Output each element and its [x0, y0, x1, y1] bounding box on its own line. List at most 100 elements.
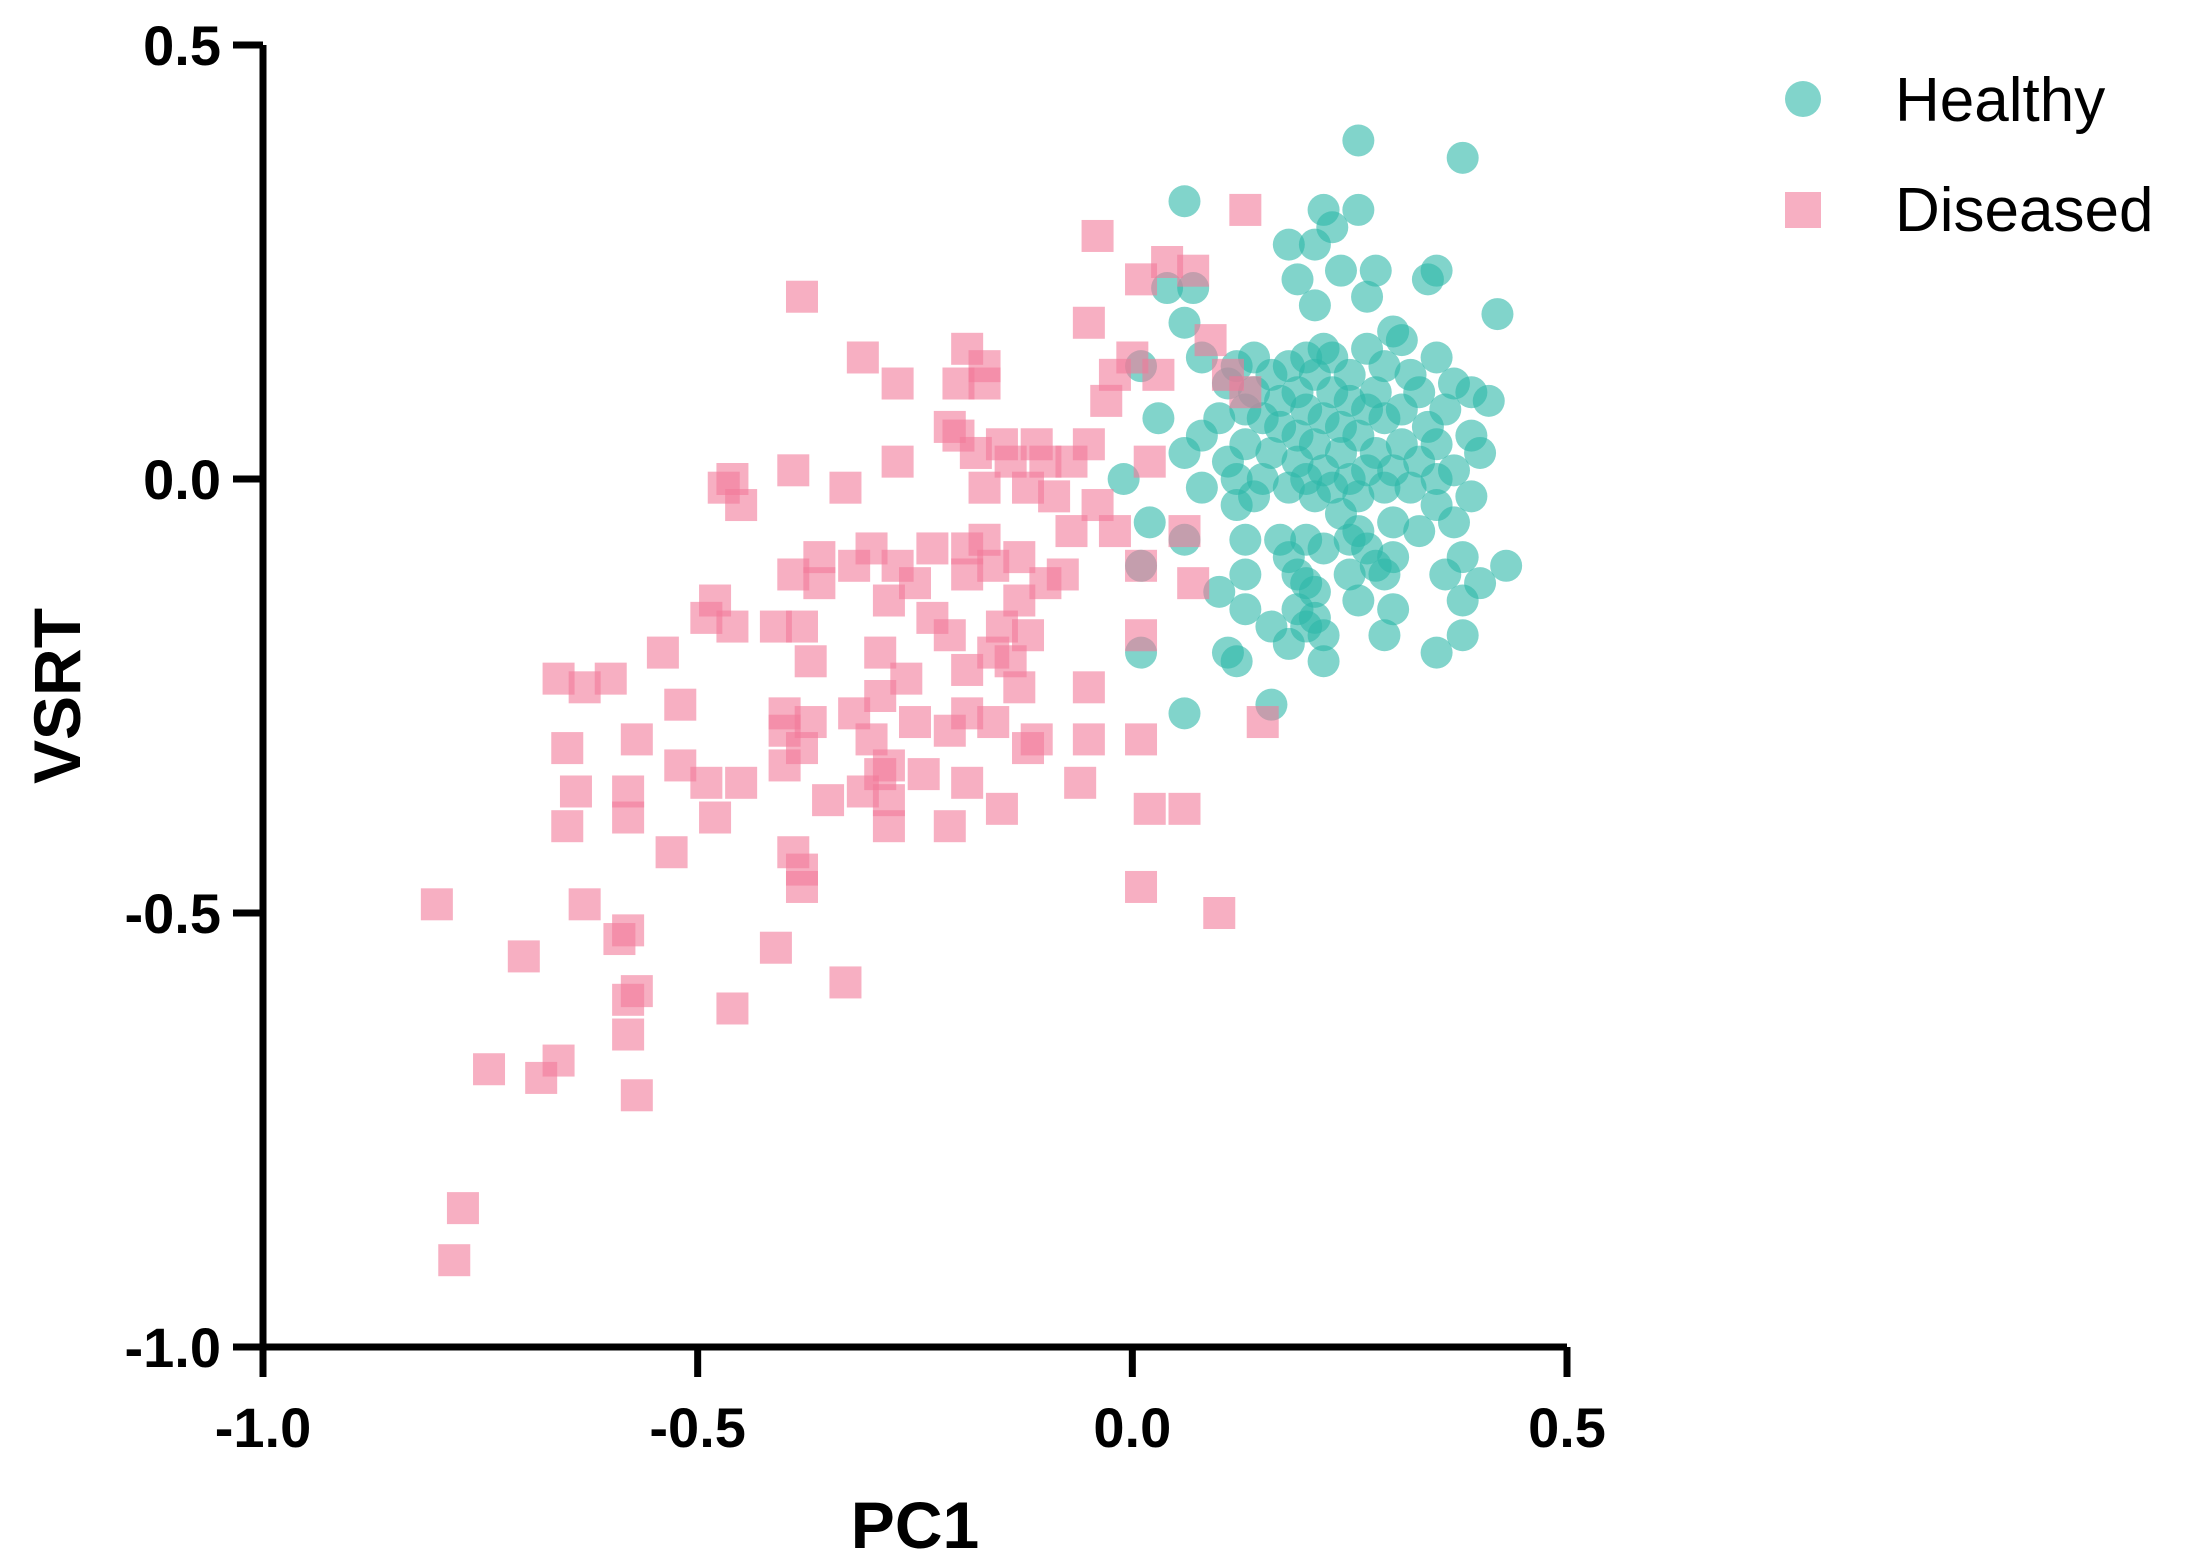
diseased-point — [603, 923, 636, 956]
diseased-point — [1177, 567, 1210, 600]
healthy-point — [1377, 593, 1410, 626]
healthy-point — [1351, 280, 1384, 313]
y-tick-label: 0.0 — [143, 448, 221, 511]
healthy-point — [1437, 506, 1470, 539]
diseased-point — [1055, 515, 1088, 548]
diseased-point — [559, 775, 592, 808]
diseased-point — [829, 471, 862, 504]
diseased-point — [1246, 706, 1279, 739]
diseased-point — [812, 784, 845, 817]
healthy-point — [1133, 506, 1166, 539]
healthy-point — [1255, 436, 1288, 469]
diseased-point — [1133, 445, 1166, 478]
diseased-point — [1125, 870, 1158, 903]
healthy-point — [1333, 558, 1366, 591]
series-healthy — [1107, 124, 1523, 730]
diseased-point — [725, 489, 758, 522]
healthy-point — [1342, 584, 1375, 617]
legend-diseased-label: Diseased — [1895, 176, 2153, 245]
diseased-point — [785, 280, 818, 313]
legend: Healthy Diseased — [1785, 66, 2153, 245]
diseased-point — [1142, 358, 1175, 391]
diseased-point — [829, 966, 862, 999]
diseased-point — [664, 688, 697, 721]
diseased-point — [794, 645, 827, 678]
diseased-point — [1055, 445, 1088, 478]
diseased-point — [1168, 515, 1201, 548]
healthy-point — [1168, 185, 1201, 218]
diseased-point — [690, 766, 723, 799]
healthy-point — [1403, 515, 1436, 548]
healthy-point — [1411, 263, 1444, 296]
y-tick-label: 0.5 — [143, 14, 221, 77]
diseased-point — [699, 801, 732, 834]
healthy-point — [1481, 298, 1514, 331]
diseased-point — [1072, 306, 1105, 339]
diseased-point — [1081, 219, 1114, 252]
healthy-point — [1220, 489, 1253, 522]
healthy-point — [1342, 193, 1375, 226]
diseased-point — [907, 758, 940, 791]
healthy-point — [1324, 254, 1357, 287]
healthy-point — [1307, 645, 1340, 678]
diseased-point — [646, 636, 679, 669]
diseased-point — [473, 1053, 506, 1086]
diseased-point — [951, 766, 984, 799]
healthy-point — [1307, 532, 1340, 565]
diseased-point — [1168, 792, 1201, 825]
diseased-point — [420, 888, 453, 921]
healthy-point — [1464, 436, 1497, 469]
healthy-point — [1168, 306, 1201, 339]
diseased-point — [985, 792, 1018, 825]
healthy-point — [1298, 289, 1331, 322]
healthy-point — [1281, 263, 1314, 296]
diseased-point — [1003, 671, 1036, 704]
diseased-point — [899, 706, 931, 739]
diseased-point — [620, 1079, 653, 1112]
healthy-point — [1455, 480, 1488, 513]
healthy-point — [1368, 471, 1401, 504]
legend-healthy-marker — [1785, 81, 1821, 117]
healthy-point — [1420, 636, 1453, 669]
healthy-point — [1359, 254, 1392, 287]
diseased-point — [1072, 723, 1105, 756]
diseased-point — [968, 367, 1001, 400]
diseased-point — [846, 341, 879, 374]
healthy-point — [1490, 549, 1523, 582]
healthy-point — [1377, 506, 1410, 539]
diseased-point — [785, 870, 818, 903]
x-tick-label: 0.0 — [1093, 1396, 1171, 1459]
diseased-point — [655, 836, 688, 869]
diseased-point — [768, 749, 801, 782]
healthy-point — [1446, 141, 1479, 174]
x-tick-label: -0.5 — [649, 1396, 746, 1459]
healthy-point — [1368, 402, 1401, 435]
healthy-point — [1368, 619, 1401, 652]
diseased-point — [951, 653, 984, 686]
healthy-point — [1168, 697, 1201, 730]
diseased-point — [951, 558, 984, 591]
diseased-point — [525, 1061, 558, 1094]
diseased-point — [551, 732, 584, 765]
healthy-point — [1220, 645, 1253, 678]
diseased-point — [881, 445, 914, 478]
legend-healthy-label: Healthy — [1895, 66, 2105, 135]
healthy-point — [1472, 384, 1505, 417]
y-axis-ticks: -1.0 -0.5 0.0 0.5 — [125, 14, 263, 1379]
healthy-point — [1229, 523, 1262, 556]
diseased-point — [1090, 384, 1123, 417]
healthy-point — [1385, 324, 1418, 357]
healthy-point — [1420, 341, 1453, 374]
diseased-point — [968, 471, 1001, 504]
diseased-point — [872, 810, 905, 843]
diseased-point — [759, 931, 792, 964]
diseased-point — [1133, 792, 1166, 825]
diseased-point — [785, 610, 818, 643]
y-tick-label: -1.0 — [125, 1316, 222, 1379]
diseased-point — [916, 532, 949, 565]
healthy-point — [1420, 463, 1453, 495]
y-tick-label: -0.5 — [125, 882, 222, 945]
diseased-point — [612, 1018, 645, 1051]
diseased-point — [933, 619, 966, 652]
